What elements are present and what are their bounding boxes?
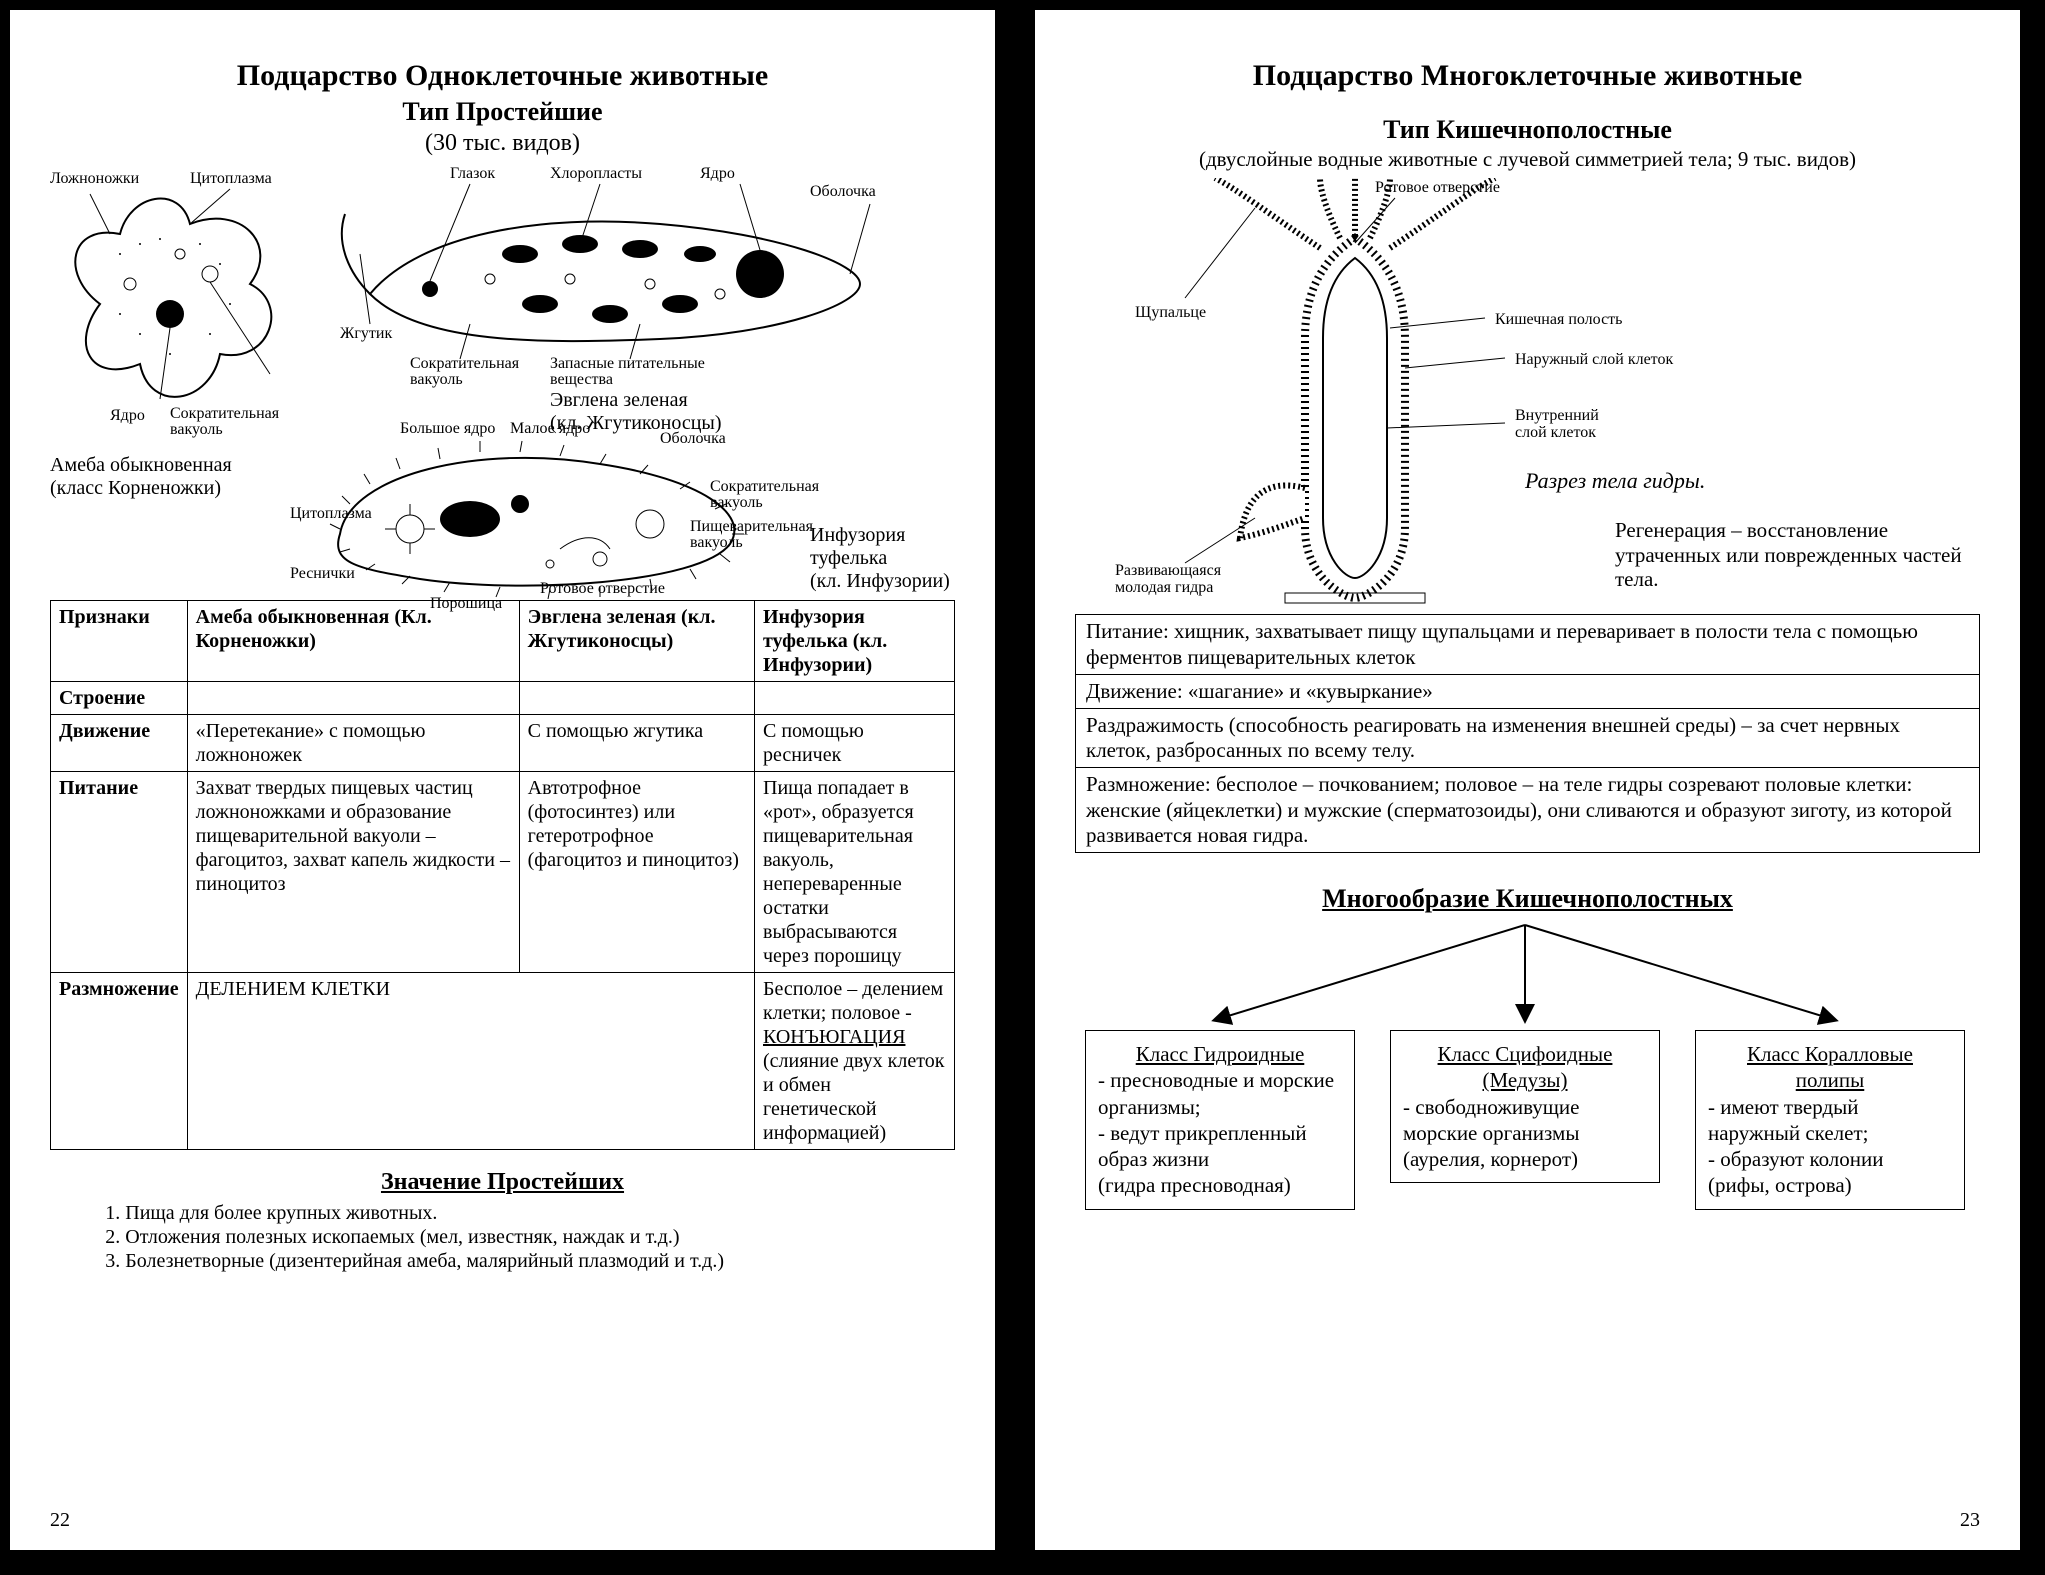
regeneration-text: Регенерация – восстановление утраченных … — [1615, 518, 1975, 590]
char-row-irritability: Раздражимость (способность реагировать н… — [1076, 708, 1980, 767]
th-traits: Признаки — [51, 600, 188, 681]
amoeba-drawing — [60, 184, 300, 414]
euglena-label-flagellum: Жгутик — [340, 324, 392, 343]
euglena-caption-line1: Эвглена зеленая — [550, 389, 688, 411]
tree-arrows — [1075, 920, 1975, 1040]
row-reprod: Размножение — [51, 972, 188, 1149]
hydra-label-cavity: Кишечная полость — [1495, 310, 1622, 329]
cell-move-param: С помощью ресничек — [755, 714, 955, 771]
left-title-2: Тип Простейшие — [50, 96, 955, 127]
cell-food-param: Пища попадает в «рот», образуется пищева… — [755, 771, 955, 972]
cell-structure-amoeba — [187, 681, 519, 714]
protozoa-figure: Ложноножки Цитоплазма Ядро Сократительна… — [50, 164, 955, 594]
amoeba-label-vacuole: Сократительная вакуоль — [170, 406, 290, 438]
param-caption-line2: (кл. Инфузории) — [810, 570, 950, 592]
reprod-c-suffix: (слияние двух клеток и обмен генетическо… — [763, 1050, 944, 1144]
page-number-left: 22 — [50, 1508, 70, 1532]
cell-reprod-ab: ДЕЛЕНИЕМ КЛЕТКИ — [187, 972, 754, 1149]
class-box-scyphoid: Класс Сцифоидные (Медузы) - свободноживу… — [1390, 1030, 1660, 1183]
param-label-membrane: Оболочка — [660, 429, 726, 448]
hydra-label-inner: Внутренний слой клеток — [1515, 408, 1625, 442]
euglena-label-vacuole: Сократительная вакуоль — [410, 356, 520, 388]
cell-move-amoeba: «Перетекание» с помощью ложноножек — [187, 714, 519, 771]
hydra-label-outer: Наружный слой клеток — [1515, 350, 1673, 369]
sig-item-3: Болезнетворные (дизентерийная амеба, мал… — [125, 1249, 910, 1273]
amoeba-caption-line1: Амеба обыкновенная — [50, 454, 232, 476]
euglena-label-eye: Глазок — [450, 164, 495, 183]
class-hydroid-text: - пресноводные и морские организмы; - ве… — [1098, 1067, 1342, 1198]
page-23: Подцарство Многоклеточные животные Тип К… — [1035, 10, 2020, 1550]
th-euglena: Эвглена зеленая (кл. Жгутиконосцы) — [519, 600, 754, 681]
cell-food-amoeba: Захват твердых пищевых частиц ложноножка… — [187, 771, 519, 972]
euglena-label-nucleus: Ядро — [700, 164, 735, 183]
cell-structure-euglena — [519, 681, 754, 714]
amoeba-label-pseudopod: Ложноножки — [50, 169, 139, 188]
param-caption: Инфузория туфелька (кл. Инфузории) — [810, 524, 955, 593]
hydra-figure: Ротовое отверстие Щупальце Кишечная поло… — [1075, 178, 1980, 608]
row-structure: Строение — [51, 681, 188, 714]
row-movement: Движение — [51, 714, 188, 771]
comparison-table: Признаки Амеба обыкновенная (Кл. Корнено… — [50, 600, 955, 1150]
page-22: Подцарство Одноклеточные животные Тип Пр… — [10, 10, 995, 1550]
class-coral-text: - имеют твердый наружный скелет; - образ… — [1708, 1094, 1952, 1199]
param-label-small-nucleus: Малое ядро — [510, 419, 590, 438]
hydra-label-mouth: Ротовое отверстие — [1375, 178, 1500, 197]
left-title-3: (30 тыс. видов) — [50, 129, 955, 158]
cell-reprod-c: Бесполое – делением клетки; половое - КО… — [755, 972, 955, 1149]
cell-move-euglena: С помощью жгутика — [519, 714, 754, 771]
cell-structure-param — [755, 681, 955, 714]
row-food: Питание — [51, 771, 188, 972]
class-box-hydroid: Класс Гидроидные - пресноводные и морски… — [1085, 1030, 1355, 1210]
param-label-cilia: Реснички — [290, 564, 355, 583]
characteristics-table: Питание: хищник, захватывает пищу щупаль… — [1075, 614, 1980, 853]
euglena-drawing — [340, 174, 880, 374]
reprod-c-conjugation: КОНЪЮГАЦИЯ — [763, 1026, 905, 1048]
amoeba-caption: Амеба обыкновенная (класс Корненожки) — [50, 454, 232, 500]
euglena-label-chloroplasts: Хлоропласты — [550, 164, 642, 183]
page-number-right: 23 — [1960, 1508, 1980, 1532]
right-title-1: Подцарство Многоклеточные животные — [1075, 58, 1980, 94]
char-row-food: Питание: хищник, захватывает пищу щупаль… — [1076, 615, 1980, 674]
hydra-caption: Разрез тела гидры. — [1525, 468, 1705, 493]
param-label-food-vac: Пищеварительная вакуоль — [690, 519, 820, 551]
significance-title: Значение Простейших — [50, 1168, 955, 1197]
param-caption-line1: Инфузория туфелька — [810, 524, 905, 569]
param-label-big-nucleus: Большое ядро — [400, 419, 495, 438]
amoeba-caption-line2: (класс Корненожки) — [50, 477, 221, 499]
right-title-2: Тип Кишечнополостные — [1075, 114, 1980, 145]
hydra-label-bud: Развивающаяся молодая гидра — [1115, 563, 1245, 597]
class-scyphoid-text: - свободноживущие морские организмы (аур… — [1403, 1094, 1647, 1173]
significance-list: Пища для более крупных животных. Отложен… — [95, 1201, 910, 1273]
classification-tree: Класс Гидроидные - пресноводные и морски… — [1075, 920, 1980, 1260]
reprod-c-prefix: Бесполое – делением клетки; половое - — [763, 978, 943, 1024]
amoeba-label-nucleus: Ядро — [110, 406, 145, 425]
class-scyphoid-head1: Класс Сцифоидные — [1403, 1041, 1647, 1067]
class-coral-head2: полипы — [1708, 1067, 1952, 1093]
right-title-3: (двуслойные водные животные с лучевой си… — [1075, 147, 1980, 172]
param-label-vacuole: Сократительная вакуоль — [710, 479, 840, 511]
param-label-mouth: Ротовое отверстие — [540, 579, 665, 598]
param-label-cytoplasm: Цитоплазма — [290, 504, 372, 523]
th-paramecium: Инфузория туфелька (кл. Инфузории) — [755, 600, 955, 681]
char-row-movement: Движение: «шагание» и «кувыркание» — [1076, 674, 1980, 708]
cell-food-euglena: Автотрофное (фотосинтез) или гетеротрофн… — [519, 771, 754, 972]
class-scyphoid-head2: (Медузы) — [1403, 1067, 1647, 1093]
char-row-reproduction: Размножение: бесполое – почкованием; пол… — [1076, 768, 1980, 853]
class-hydroid-head: Класс Гидроидные — [1098, 1041, 1342, 1067]
diversity-title: Многообразие Кишечнополостных — [1075, 883, 1980, 914]
sig-item-2: Отложения полезных ископаемых (мел, изве… — [125, 1225, 910, 1249]
class-coral-head1: Класс Коралловые — [1708, 1041, 1952, 1067]
euglena-label-membrane: Оболочка — [810, 182, 876, 201]
param-label-pore: Порошица — [430, 594, 502, 613]
left-title-1: Подцарство Одноклеточные животные — [50, 58, 955, 94]
amoeba-label-cytoplasm: Цитоплазма — [190, 169, 272, 188]
euglena-label-reserve: Запасные питательные вещества — [550, 356, 720, 388]
class-box-coral: Класс Коралловые полипы - имеют твердый … — [1695, 1030, 1965, 1210]
hydra-label-tentacle: Щупальце — [1135, 303, 1206, 322]
hydra-drawing — [1145, 178, 1565, 608]
sig-item-1: Пища для более крупных животных. — [125, 1201, 910, 1225]
